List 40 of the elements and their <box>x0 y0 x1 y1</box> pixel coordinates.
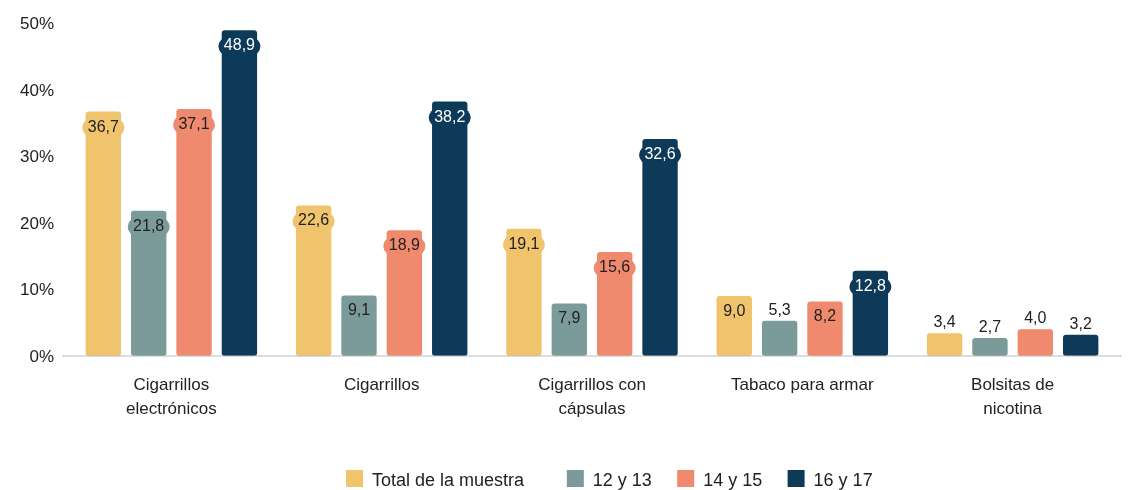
bar <box>1062 334 1099 356</box>
bar <box>972 338 1008 356</box>
data-label: 2,7 <box>978 318 1002 336</box>
data-label: 4,0 <box>1024 309 1047 327</box>
data-label: 5,3 <box>768 300 791 318</box>
x-tick-label: Tabaco para armar <box>730 375 874 394</box>
data-label: 3,2 <box>1069 314 1092 332</box>
data-label: 15,6 <box>599 258 631 276</box>
data-label: 48,9 <box>223 36 256 54</box>
bar <box>926 333 963 356</box>
data-label: 38,2 <box>434 107 466 125</box>
data-label: 36,7 <box>87 117 119 135</box>
data-label: 32,6 <box>644 144 676 162</box>
data-label: 19,1 <box>508 234 540 252</box>
bar <box>761 320 798 356</box>
data-label: 8,2 <box>813 307 837 325</box>
data-label: 7,9 <box>558 309 581 327</box>
x-tick-label: Cigarrillos con cápsulas <box>538 375 646 418</box>
bar <box>1017 329 1053 356</box>
y-tick-label: 40% <box>19 80 54 100</box>
y-tick-label: 20% <box>19 213 54 233</box>
data-label: 21,8 <box>133 216 165 234</box>
legend-label: 16 y 17 <box>813 470 873 490</box>
legend-label: 14 y 15 <box>703 470 763 490</box>
x-tick-label: Bolsitas de nicotina <box>971 375 1055 418</box>
y-tick-label: 50% <box>19 14 54 33</box>
data-label: 18,9 <box>388 236 421 254</box>
x-tick-label: Cigarrillos electrónicos <box>126 375 217 418</box>
data-label: 12,8 <box>854 276 887 294</box>
data-label: 9,1 <box>347 301 371 319</box>
x-tick-label: Cigarrillos <box>343 375 420 394</box>
data-label: 9,0 <box>723 302 746 320</box>
data-label: 37,1 <box>178 114 210 132</box>
data-label: 3,4 <box>933 313 956 331</box>
y-tick-label: 10% <box>19 280 54 300</box>
legend-label: 12 y 13 <box>592 470 652 490</box>
legend-label: Total de la muestra <box>372 470 526 490</box>
y-tick-label: 0% <box>29 347 54 366</box>
data-label: 22,6 <box>298 211 330 229</box>
y-tick-label: 30% <box>19 147 54 167</box>
